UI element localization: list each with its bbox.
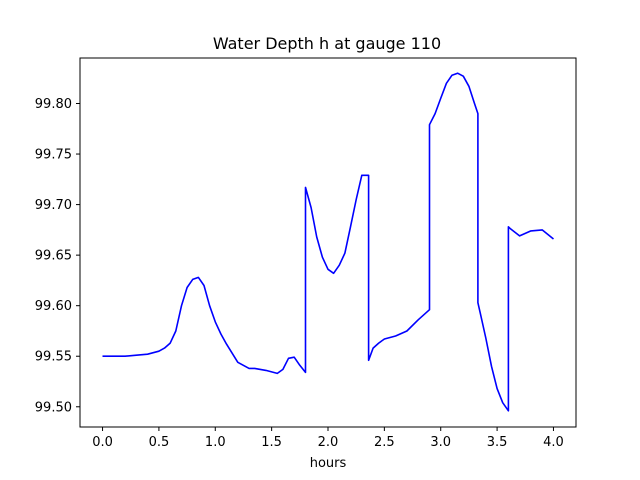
x-tick-label: 3.5 xyxy=(487,435,508,450)
series-line xyxy=(102,72,555,412)
y-tick-label: 99.80 xyxy=(35,97,72,112)
x-tick-label: 0.0 xyxy=(92,435,113,450)
x-tick-label: 3.0 xyxy=(430,435,451,450)
x-tick-label: 2.5 xyxy=(374,435,395,450)
chart-title: Water Depth h at gauge 110 xyxy=(213,34,441,53)
y-axis: 99.50 99.55 99.60 99.65 99.70 99.75 99.80 xyxy=(35,97,80,415)
plot-area xyxy=(102,72,555,412)
x-tick-label: 0.5 xyxy=(149,435,170,450)
y-tick-label: 99.75 xyxy=(35,148,72,163)
x-tick-label: 2.0 xyxy=(318,435,339,450)
x-tick-label: 4.0 xyxy=(543,435,564,450)
y-tick-label: 99.55 xyxy=(35,350,72,365)
y-tick-label: 99.60 xyxy=(35,299,72,314)
x-tick-label: 1.5 xyxy=(261,435,282,450)
plot-frame xyxy=(79,57,577,428)
y-tick-label: 99.70 xyxy=(35,198,72,213)
y-tick-label: 99.65 xyxy=(35,249,72,264)
x-axis-label: hours xyxy=(310,456,347,471)
y-tick-label: 99.50 xyxy=(35,400,72,415)
x-tick-label: 1.0 xyxy=(205,435,226,450)
x-axis: 0.0 0.5 1.0 1.5 2.0 2.5 3.0 3.5 4.0 xyxy=(92,427,564,450)
